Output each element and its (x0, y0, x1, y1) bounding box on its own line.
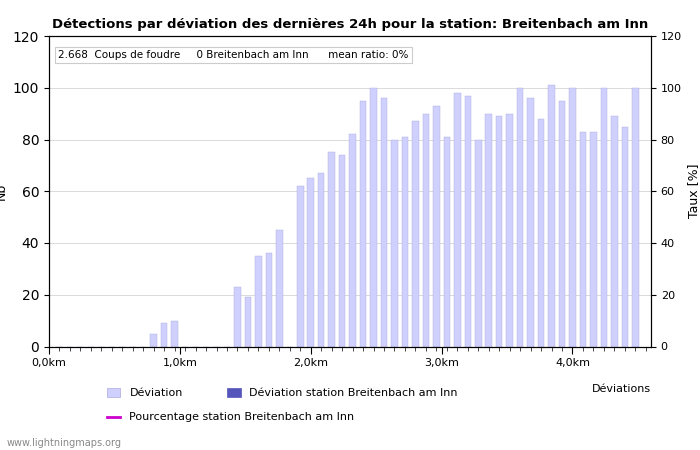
Bar (454, 93, 461, 346)
Bar (601, 88, 607, 346)
Y-axis label: Nb: Nb (0, 183, 7, 200)
Bar (496, 116, 503, 346)
Bar (349, 135, 356, 346)
Bar (559, 101, 566, 346)
Bar (370, 88, 377, 346)
Bar (465, 95, 471, 346)
Bar (265, 253, 272, 346)
Text: www.lightningmaps.org: www.lightningmaps.org (7, 438, 122, 448)
Bar (245, 297, 251, 346)
Legend: Pourcentage station Breitenbach am Inn: Pourcentage station Breitenbach am Inn (103, 408, 359, 427)
Bar (444, 137, 450, 346)
Bar (569, 88, 576, 346)
Bar (611, 116, 617, 346)
Title: Détections par déviation des dernières 24h pour la station: Breitenbach am Inn: Détections par déviation des dernières 2… (52, 18, 648, 31)
Bar (412, 122, 419, 346)
Bar (517, 88, 524, 346)
Bar (276, 230, 283, 346)
Bar (391, 140, 398, 346)
Bar (161, 323, 167, 346)
Bar (360, 101, 366, 346)
Bar (339, 155, 345, 346)
Bar (538, 119, 545, 346)
Bar (307, 178, 314, 346)
Bar (580, 132, 586, 346)
Bar (506, 113, 513, 346)
Bar (172, 320, 178, 346)
Bar (234, 287, 241, 346)
Bar (475, 140, 482, 346)
Bar (433, 106, 440, 346)
Bar (548, 85, 555, 346)
Bar (318, 173, 325, 346)
Bar (590, 132, 596, 346)
Y-axis label: Taux [%]: Taux [%] (687, 164, 700, 219)
Text: 2.668  Coups de foudre     0 Breitenbach am Inn      mean ratio: 0%: 2.668 Coups de foudre 0 Breitenbach am I… (58, 50, 408, 60)
Bar (622, 126, 628, 346)
Text: Déviations: Déviations (592, 384, 651, 394)
Bar (297, 186, 304, 346)
Bar (328, 153, 335, 346)
Bar (381, 98, 387, 346)
Bar (255, 256, 262, 346)
Bar (527, 98, 534, 346)
Bar (632, 88, 638, 346)
Bar (402, 137, 408, 346)
Bar (486, 113, 492, 346)
Bar (423, 113, 429, 346)
Bar (150, 333, 157, 346)
